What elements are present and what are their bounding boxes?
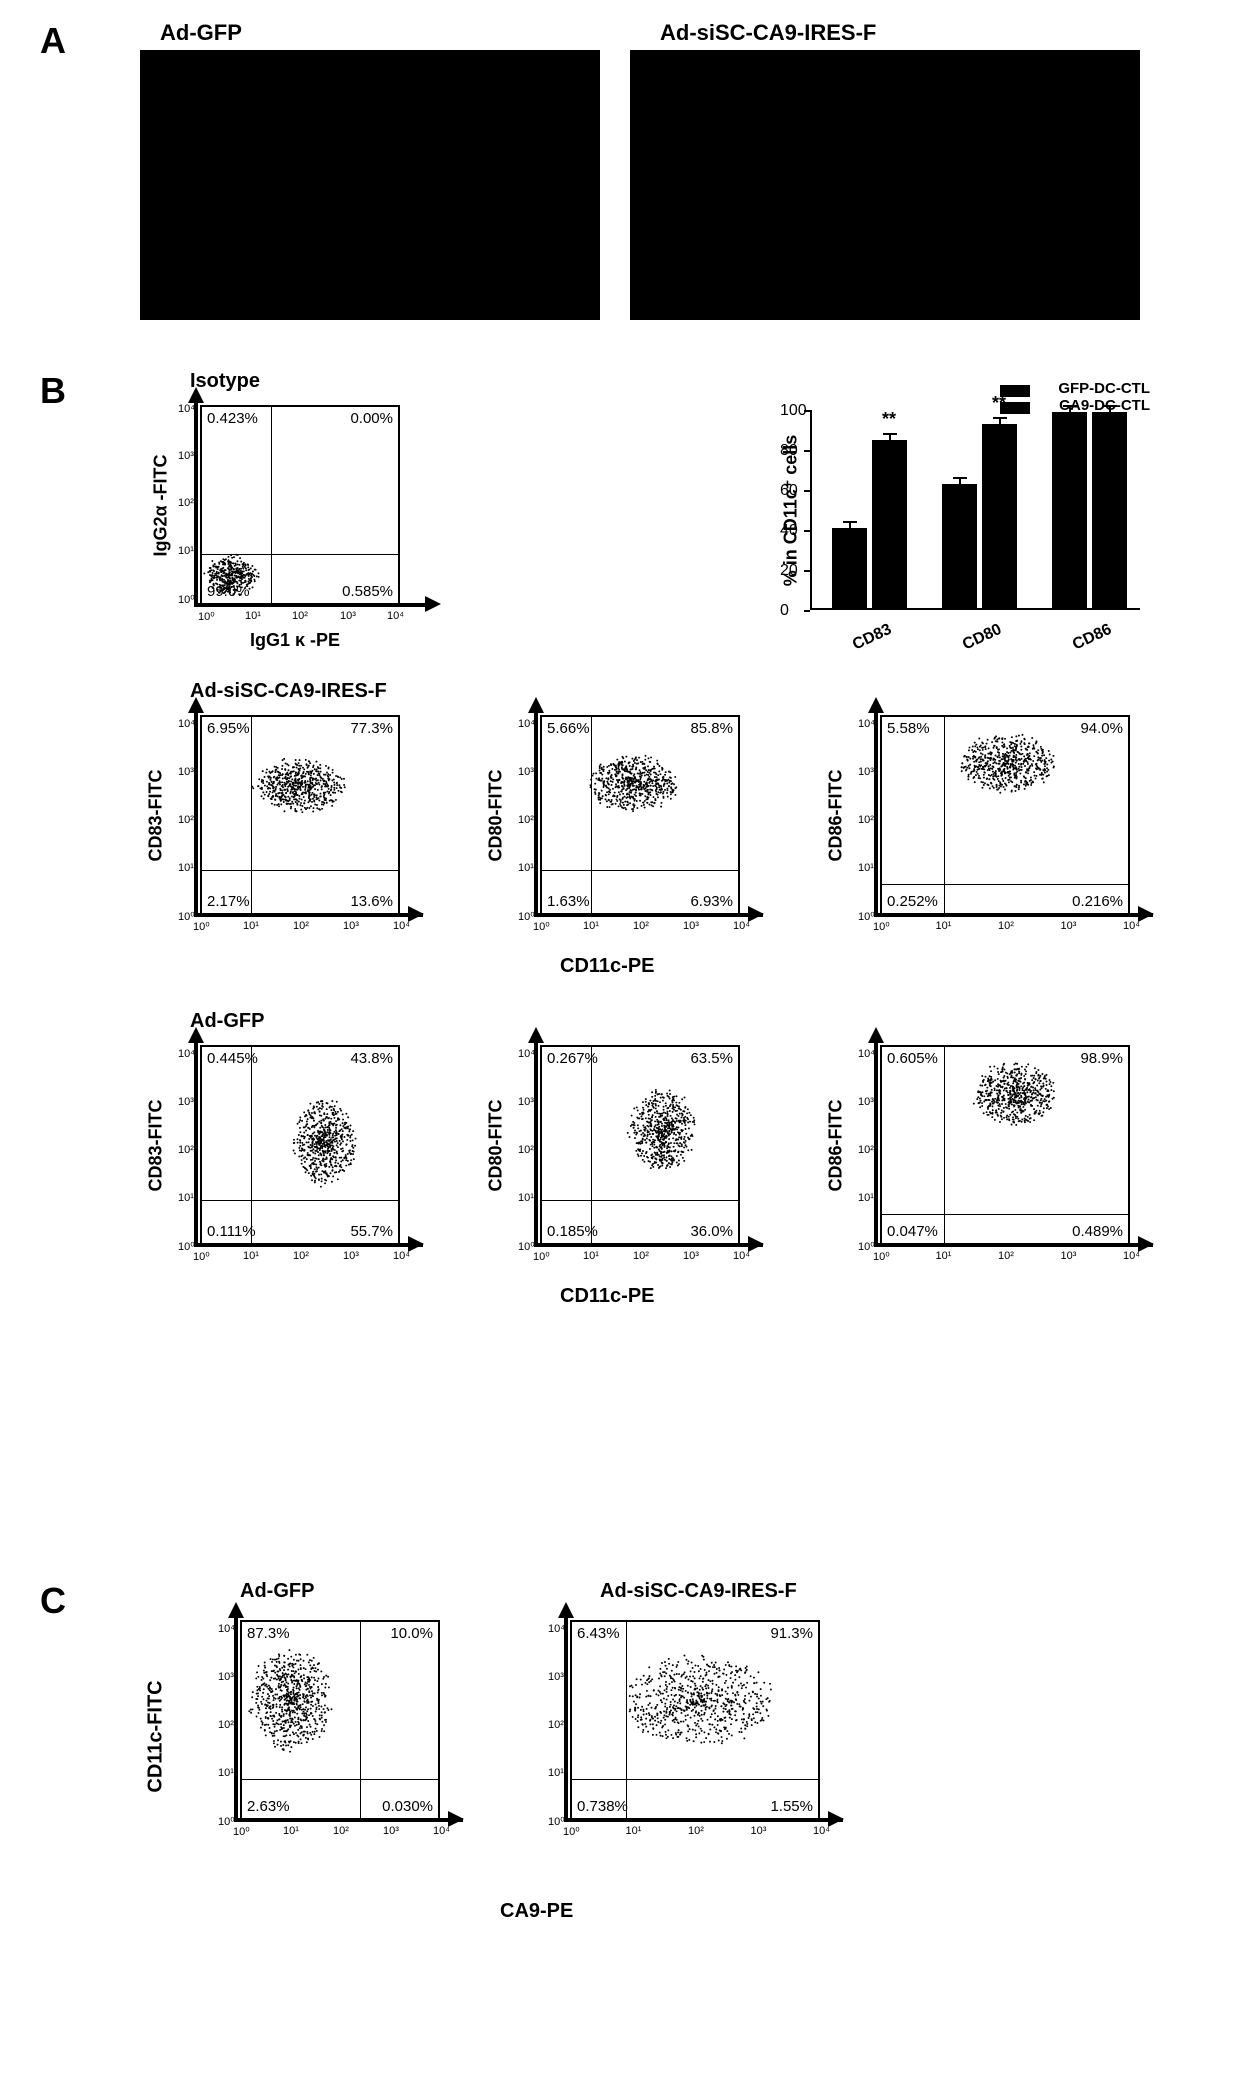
bar-ca9-CD86 <box>1092 412 1127 608</box>
row2-plot-1: 5.66% 85.8% 1.63% 6.93% 10⁰10¹10²10³10⁴ … <box>480 705 770 965</box>
bar-ca9-CD83 <box>872 440 907 608</box>
panel-b: B Isotype 0.423% 0.00% 99.0% 0.585% IgG2… <box>40 370 1200 1550</box>
bar-chart: GFP-DC-CTL CA9-DC-CTL **** % in CD11c⁺ c… <box>740 380 1160 660</box>
c-xlabel: CA9-PE <box>500 1900 573 1923</box>
panel-b-label: B <box>40 370 66 412</box>
row2-plot-0: 6.95% 77.3% 2.17% 13.6% 10⁰10¹10²10³10⁴ … <box>140 705 430 965</box>
panel-c-label: C <box>40 1580 66 1622</box>
bar-gfp-CD86 <box>1052 412 1087 608</box>
bar-gfp-CD80 <box>942 484 977 608</box>
row3-plot-2: 0.605% 98.9% 0.047% 0.489% 10⁰10¹10²10³1… <box>820 1035 1150 1295</box>
panel-c: C Ad-GFP Ad-siSC-CA9-IRES-F 87.3% 10.0% … <box>40 1580 1200 2030</box>
row2-title: Ad-siSC-CA9-IRES-F <box>190 680 387 703</box>
isotype-plot: 0.423% 0.00% 99.0% 0.585% IgG2α -FITC Ig… <box>140 395 420 655</box>
micro-label-left: Ad-GFP <box>160 20 242 46</box>
micro-label-right: Ad-siSC-CA9-IRES-F <box>660 20 876 46</box>
bar-gfp-CD83 <box>832 528 867 608</box>
row2-xlabel: CD11c-PE <box>560 955 655 978</box>
panel-a-label: A <box>40 20 66 62</box>
panel-a: A Ad-GFP Ad-siSC-CA9-IRES-F <box>40 20 1200 340</box>
q3: 99.0% <box>207 583 250 600</box>
microscopy-image-left <box>140 50 600 320</box>
c-plot-0: 87.3% 10.0% 2.63% 0.030% 10⁰10¹10²10³10⁴… <box>180 1610 470 1870</box>
c-left-title: Ad-GFP <box>240 1580 314 1603</box>
legend1: GFP-DC-CTL <box>1058 380 1150 397</box>
iso-ylabel: IgG2α -FITC <box>151 454 172 556</box>
bar-ca9-CD80 <box>982 424 1017 608</box>
row3-plot-1: 0.267% 63.5% 0.185% 36.0% 10⁰10¹10²10³10… <box>480 1035 770 1295</box>
row3-xlabel: CD11c-PE <box>560 1285 655 1308</box>
c-plot-1: 6.43% 91.3% 0.738% 1.55% 10⁰10¹10²10³10⁴… <box>510 1610 850 1870</box>
iso-xlabel: IgG1 κ -PE <box>250 630 340 651</box>
row2-plot-2: 5.58% 94.0% 0.252% 0.216% 10⁰10¹10²10³10… <box>820 705 1150 965</box>
q2: 0.00% <box>350 410 393 427</box>
row3-plot-0: 0.445% 43.8% 0.111% 55.7% 10⁰10¹10²10³10… <box>140 1035 430 1295</box>
c-ylabel: CD11c-FITC <box>145 1680 168 1792</box>
c-right-title: Ad-siSC-CA9-IRES-F <box>600 1580 797 1603</box>
q1: 0.423% <box>207 410 258 427</box>
microscopy-image-right <box>630 50 1140 320</box>
q4: 0.585% <box>342 583 393 600</box>
